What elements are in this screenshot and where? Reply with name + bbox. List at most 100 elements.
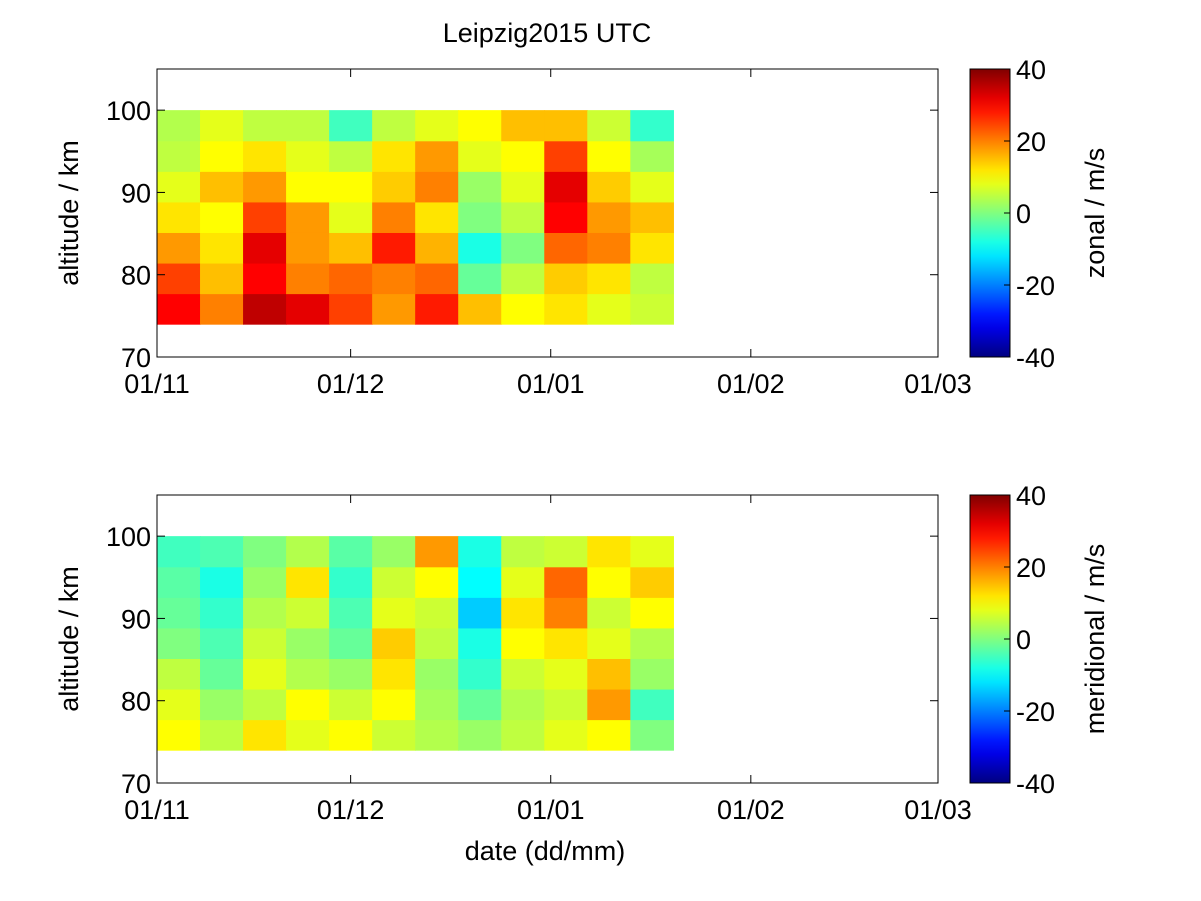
- colorbar-tick-label: 0: [1016, 625, 1031, 655]
- heatmap-cell: 2016-01-13, 76 km: 10: [587, 719, 631, 751]
- heatmap-cell: 2015-12-02, 80 km: 6: [329, 688, 373, 721]
- heatmap-cell: 2015-12-23, 92 km: -14: [458, 597, 502, 629]
- heatmap-cell: 2015-11-04, 84 km: 18: [157, 232, 201, 264]
- heatmap-cell: 2016-01-13, 80 km: 18: [587, 688, 631, 721]
- heatmap-cell: 2015-11-11, 92 km: -6: [200, 597, 244, 629]
- heatmap-cell: 2016-01-13, 92 km: 6: [587, 597, 631, 629]
- heatmap-cell: 2015-11-25, 88 km: 2: [286, 627, 330, 659]
- heatmap-cell: 2015-12-02, 76 km: 10: [329, 719, 373, 751]
- heatmap-cell: 2015-12-23, 96 km: 8: [458, 140, 502, 172]
- heatmap-cell: 2015-12-16, 88 km: 12: [415, 201, 459, 233]
- heatmap-cell: 2015-11-04, 84 km: 5: [157, 658, 201, 690]
- heatmap-cell: 2015-11-11, 80 km: 2: [200, 688, 244, 721]
- heatmap-cell: 2016-01-20, 88 km: 4: [630, 627, 674, 659]
- heatmap-cell: 2015-11-18, 88 km: 6: [243, 627, 287, 659]
- heatmap-cell: 2015-12-02, 88 km: -2: [329, 627, 373, 659]
- heatmap-cell: 2016-01-06, 96 km: 22: [544, 566, 588, 598]
- x-tick-label: 01/11: [124, 795, 190, 825]
- heatmap-cell: 2015-12-02, 80 km: 22: [329, 262, 373, 295]
- colorbar-tick-label: -20: [1016, 271, 1055, 301]
- heatmap-cell: 2016-01-20, 84 km: 2: [630, 658, 674, 690]
- x-tick-label: 01/02: [717, 795, 785, 825]
- heatmap-cell: 2015-12-09, 84 km: 28: [372, 232, 416, 264]
- heatmap-cell: 2015-11-18, 76 km: 35: [243, 293, 287, 325]
- zonal-wind-panel: 2015-11-04, 76 km: 302015-11-11, 76 km: …: [54, 55, 1110, 399]
- heatmap-cell: 2016-01-06, 92 km: 20: [544, 597, 588, 629]
- heatmap-cell: 2015-12-23, 92 km: 2: [458, 171, 502, 203]
- heatmap-cell: 2015-12-02, 92 km: -4: [329, 597, 373, 629]
- heatmap-cell: 2015-11-04, 76 km: 10: [157, 719, 201, 751]
- x-tick-label: 01/03: [904, 369, 972, 399]
- y-tick-label: 80: [121, 687, 151, 717]
- heatmap-cell: 2015-11-04, 80 km: 8: [157, 688, 201, 721]
- heatmap-cell: 2016-01-20, 100 km: 8: [630, 536, 674, 568]
- colorbar-tick-label: -40: [1016, 769, 1055, 799]
- heatmap-cell: 2015-12-30, 96 km: 8: [501, 566, 545, 598]
- heatmap-cell: 2015-11-25, 96 km: 12: [286, 566, 330, 598]
- heatmap-cell: 2015-12-30, 92 km: 8: [501, 171, 545, 203]
- heatmap-cell: 2015-11-25, 80 km: 10: [286, 688, 330, 721]
- heatmap-cell: 2015-12-23, 76 km: 2: [458, 719, 502, 751]
- heatmap-cell: 2016-01-13, 84 km: 15: [587, 658, 631, 690]
- heatmap-cell: 2015-11-11, 88 km: 10: [200, 201, 244, 233]
- heatmap-cell: 2016-01-06, 88 km: 12: [544, 627, 588, 659]
- heatmap-cell: 2015-12-16, 96 km: 18: [415, 140, 459, 172]
- y-tick-label: 90: [121, 604, 151, 634]
- heatmap-cell: 2015-11-11, 100 km: -4: [200, 536, 244, 568]
- heatmap-cell: 2015-12-09, 80 km: 20: [372, 262, 416, 295]
- heatmap-cell: 2016-01-20, 88 km: 15: [630, 201, 674, 233]
- heatmap-cell: 2015-12-09, 92 km: 8: [372, 597, 416, 629]
- heatmap-cells: 2015-11-04, 76 km: 302015-11-11, 76 km: …: [157, 110, 674, 325]
- colorbar-tick-label: -20: [1016, 697, 1055, 727]
- heatmap-cell: 2015-12-16, 88 km: 5: [415, 627, 459, 659]
- heatmap-cell: 2015-12-02, 100 km: -3: [329, 536, 373, 568]
- heatmap-cell: 2015-11-18, 88 km: 25: [243, 201, 287, 233]
- heatmap-cell: 2015-12-02, 96 km: 5: [329, 140, 373, 172]
- heatmap-cell: 2015-12-16, 96 km: 10: [415, 566, 459, 598]
- heatmap-cell: 2015-11-04, 96 km: -3: [157, 566, 201, 598]
- heatmap-cell: 2015-12-16, 80 km: 3: [415, 688, 459, 721]
- heatmap-cell: 2015-11-11, 76 km: 5: [200, 719, 244, 751]
- heatmap-cell: 2015-12-09, 84 km: 12: [372, 658, 416, 690]
- heatmap-cell: 2015-12-30, 88 km: 5: [501, 201, 545, 233]
- heatmap-cell: 2016-01-20, 96 km: 3: [630, 140, 674, 172]
- heatmap-cell: 2016-01-06, 96 km: 25: [544, 140, 588, 172]
- heatmap-cell: 2015-11-18, 92 km: 4: [243, 597, 287, 629]
- heatmap-cell: 2015-11-25, 76 km: 32: [286, 293, 330, 325]
- y-tick-label: 90: [121, 178, 151, 208]
- heatmap-cell: 2015-11-11, 92 km: 15: [200, 171, 244, 203]
- heatmap-cell: 2015-12-16, 100 km: 8: [415, 110, 459, 142]
- heatmap-cell: 2015-11-25, 80 km: 20: [286, 262, 330, 295]
- x-tick-label: 01/12: [317, 369, 385, 399]
- y-tick-label: 70: [121, 769, 151, 799]
- heatmap-cell: 2015-12-30, 80 km: 4: [501, 688, 545, 721]
- heatmap-cell: 2015-11-25, 96 km: 8: [286, 140, 330, 172]
- heatmap-cell: 2015-12-23, 100 km: 10: [458, 110, 502, 142]
- y-tick-label: 100: [106, 96, 151, 126]
- heatmap-cell: 2015-12-16, 84 km: 2: [415, 658, 459, 690]
- heatmap-cell: 2016-01-20, 92 km: 10: [630, 597, 674, 629]
- heatmap-cell: 2016-01-20, 76 km: 6: [630, 293, 674, 325]
- heatmap-cell: 2015-11-11, 76 km: 20: [200, 293, 244, 325]
- heatmap-cell: 2015-11-18, 80 km: 5: [243, 688, 287, 721]
- heatmap-cell: 2016-01-20, 80 km: 5: [630, 262, 674, 295]
- heatmap-cell: 2016-01-06, 76 km: 12: [544, 293, 588, 325]
- x-tick-label: 01/12: [317, 795, 385, 825]
- heatmap-cell: 2016-01-20, 84 km: 12: [630, 232, 674, 264]
- colorbar-tick-label: 20: [1016, 553, 1046, 583]
- heatmap-cell: 2015-11-25, 100 km: 5: [286, 110, 330, 142]
- heatmap-cell: 2015-12-23, 76 km: 15: [458, 293, 502, 325]
- heatmap-cell: 2015-12-30, 84 km: 0: [501, 232, 545, 264]
- heatmap-cell: 2015-12-09, 96 km: 6: [372, 566, 416, 598]
- heatmap-cell: 2015-12-16, 100 km: 18: [415, 536, 459, 568]
- heatmap-cell: 2015-11-25, 92 km: 6: [286, 597, 330, 629]
- heatmap-cell: 2015-11-11, 84 km: -2: [200, 658, 244, 690]
- heatmap-cell: 2015-12-30, 76 km: 10: [501, 293, 545, 325]
- heatmap-cell: 2015-12-30, 100 km: 15: [501, 110, 545, 142]
- heatmap-cell: 2015-12-16, 84 km: 16: [415, 232, 459, 264]
- colorbar-tick-label: 40: [1016, 481, 1046, 511]
- heatmap-cell: 2015-12-23, 84 km: -6: [458, 658, 502, 690]
- heatmap-cell: 2015-11-25, 84 km: 4: [286, 658, 330, 690]
- heatmap-cell: 2015-12-02, 88 km: 8: [329, 201, 373, 233]
